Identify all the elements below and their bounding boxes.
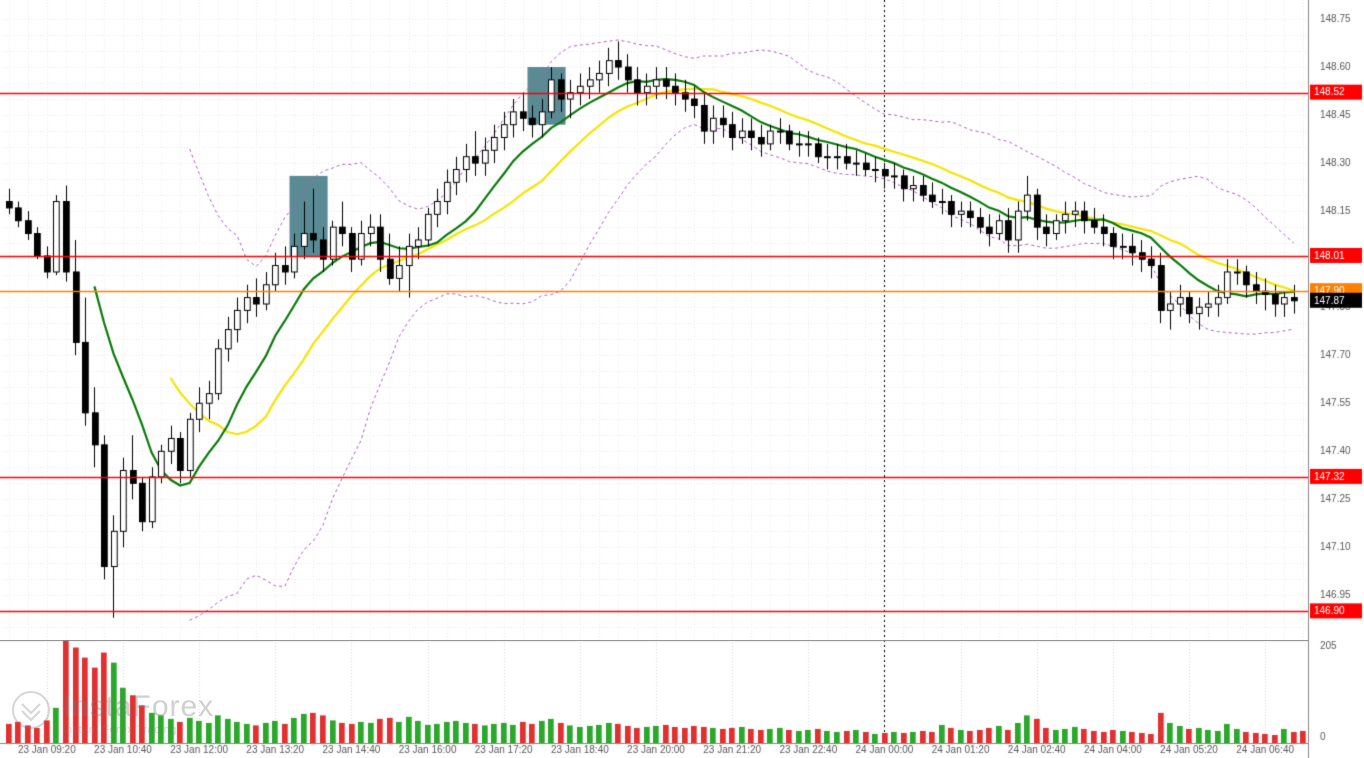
price-chart [0,0,1364,640]
volume-chart [0,640,1364,758]
